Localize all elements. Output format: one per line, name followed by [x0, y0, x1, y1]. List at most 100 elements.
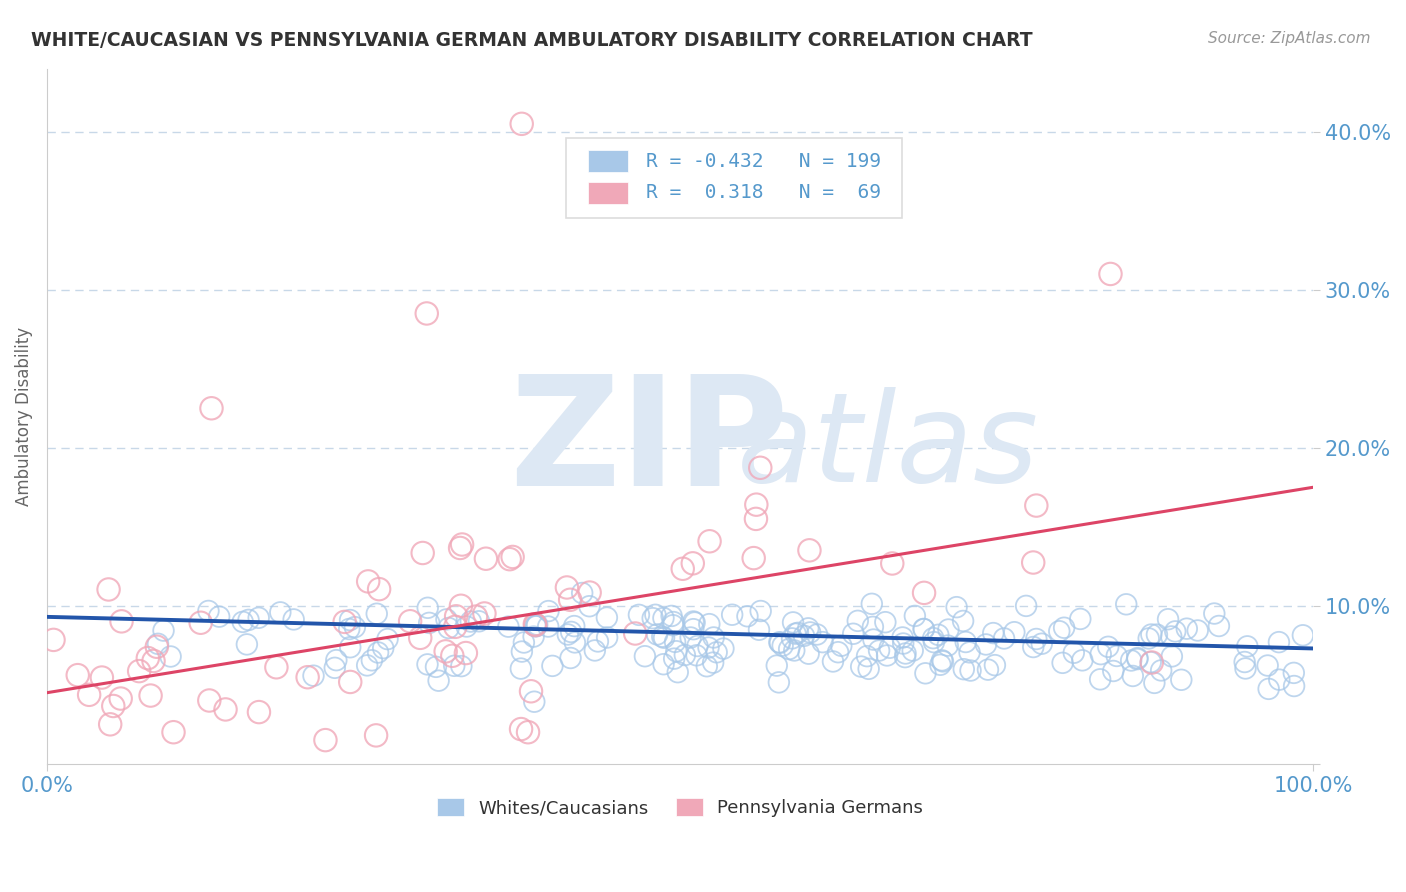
Point: [984, 658, 1007, 673]
Point: [1025, 499, 1047, 513]
Point: [1257, 658, 1279, 673]
Point: [682, 622, 704, 636]
Point: [444, 620, 467, 634]
Point: [641, 611, 664, 625]
Point: [858, 662, 880, 676]
Point: [450, 659, 472, 673]
Point: [706, 645, 728, 659]
Point: [425, 660, 447, 674]
Point: [1292, 628, 1315, 642]
Point: [146, 640, 169, 654]
Point: [713, 641, 735, 656]
Point: [665, 644, 688, 658]
Point: [1053, 621, 1076, 635]
Legend: Whites/Caucasians, Pennsylvania Germans: Whites/Caucasians, Pennsylvania Germans: [430, 790, 931, 824]
Point: [868, 643, 890, 657]
Point: [821, 655, 844, 669]
Point: [325, 653, 347, 667]
Point: [685, 648, 707, 663]
Text: R =  0.318   N =  69: R = 0.318 N = 69: [645, 183, 880, 202]
Point: [1208, 619, 1230, 633]
Point: [830, 639, 852, 653]
Point: [1031, 637, 1053, 651]
Point: [537, 619, 560, 633]
Point: [1071, 653, 1094, 667]
Point: [745, 512, 768, 526]
Point: [1257, 681, 1279, 696]
Point: [373, 641, 395, 656]
Point: [357, 574, 380, 589]
Point: [1234, 661, 1257, 675]
Point: [664, 635, 686, 649]
Point: [152, 624, 174, 638]
Point: [513, 635, 536, 649]
Point: [560, 592, 582, 607]
Point: [959, 645, 981, 659]
Point: [247, 611, 270, 625]
Point: [1140, 627, 1163, 641]
Point: [562, 619, 585, 633]
Point: [1268, 673, 1291, 687]
Point: [651, 630, 673, 644]
Point: [797, 647, 820, 661]
Point: [190, 615, 212, 630]
Point: [914, 666, 936, 681]
Point: [596, 631, 619, 645]
Point: [644, 607, 666, 622]
Point: [1015, 599, 1038, 613]
Point: [314, 733, 336, 747]
Bar: [588, 182, 628, 204]
Text: atlas: atlas: [737, 387, 1039, 508]
Point: [586, 634, 609, 648]
Point: [555, 581, 578, 595]
Point: [418, 615, 440, 630]
Point: [214, 702, 236, 716]
Point: [523, 695, 546, 709]
Point: [451, 537, 474, 551]
Point: [696, 659, 718, 673]
Point: [1164, 624, 1187, 639]
Point: [323, 661, 346, 675]
Point: [769, 636, 792, 650]
Point: [931, 653, 953, 667]
Point: [778, 642, 800, 657]
FancyBboxPatch shape: [567, 138, 901, 218]
Point: [596, 610, 619, 624]
Point: [1099, 267, 1122, 281]
Point: [955, 635, 977, 649]
Point: [993, 632, 1015, 646]
Point: [510, 722, 533, 736]
Point: [697, 617, 720, 632]
Point: [799, 625, 821, 640]
Point: [524, 619, 547, 633]
Point: [703, 631, 725, 645]
Point: [661, 609, 683, 624]
Point: [697, 640, 720, 655]
Point: [765, 658, 787, 673]
Point: [862, 632, 884, 647]
Point: [851, 659, 873, 673]
Point: [98, 717, 121, 731]
Point: [367, 646, 389, 660]
Point: [97, 582, 120, 597]
Point: [510, 644, 533, 658]
Point: [891, 636, 914, 650]
Point: [1025, 632, 1047, 646]
Point: [683, 615, 706, 630]
Point: [541, 659, 564, 673]
Text: R = -0.432   N = 199: R = -0.432 N = 199: [645, 152, 880, 171]
Point: [128, 664, 150, 678]
Point: [366, 607, 388, 621]
Point: [1233, 655, 1256, 669]
Point: [974, 637, 997, 651]
Point: [768, 635, 790, 649]
Point: [283, 612, 305, 626]
Point: [557, 627, 579, 641]
Point: [416, 657, 439, 672]
Point: [1139, 655, 1161, 669]
Point: [412, 546, 434, 560]
Point: [860, 597, 883, 611]
Point: [520, 684, 543, 698]
Point: [768, 675, 790, 690]
Point: [945, 600, 967, 615]
